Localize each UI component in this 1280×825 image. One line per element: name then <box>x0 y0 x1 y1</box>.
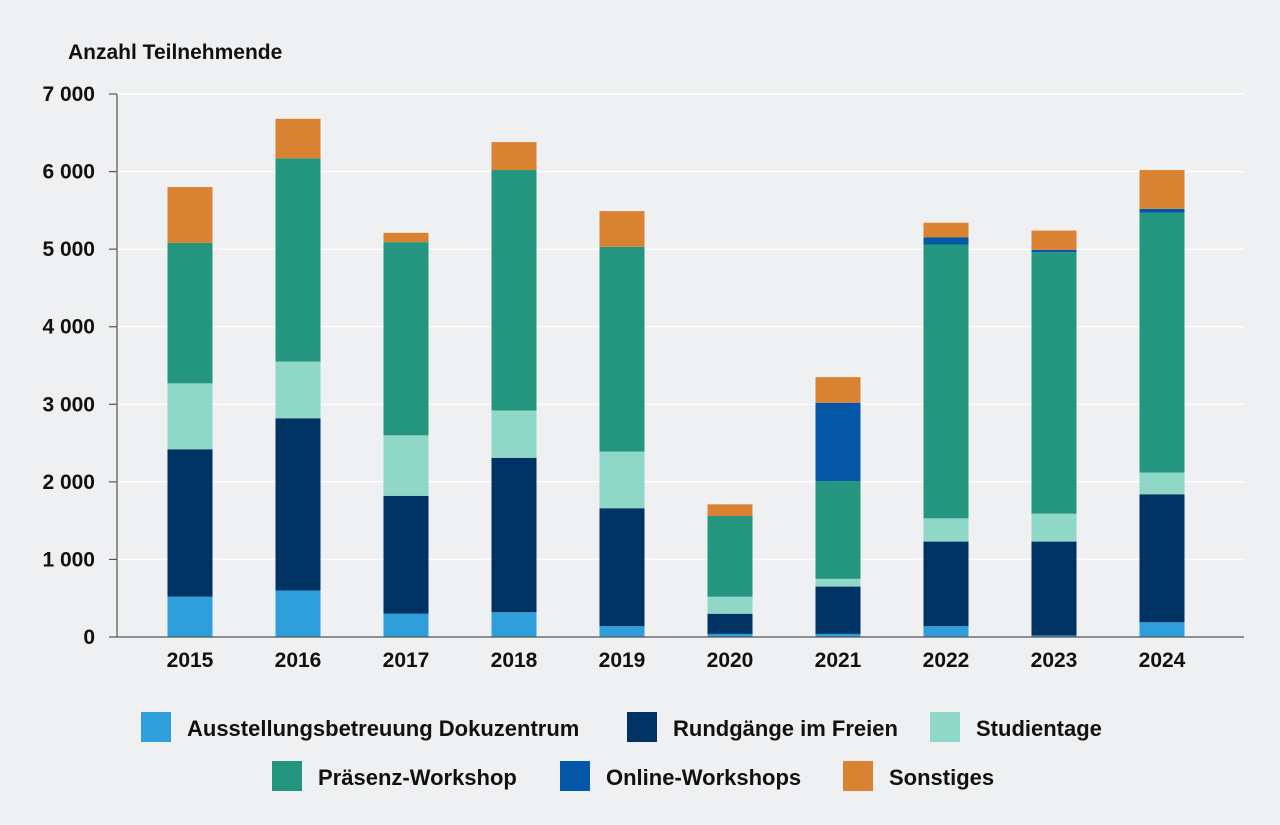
bar-segment <box>491 612 537 637</box>
legend-swatch <box>843 761 873 791</box>
y-tick-label: 7 000 <box>42 83 95 106</box>
bar-segment <box>491 410 537 458</box>
bar-segment <box>275 158 321 362</box>
legend-swatch <box>930 712 960 742</box>
bar-segment <box>707 596 753 614</box>
bar-segment <box>923 222 969 238</box>
bar-segment <box>1139 170 1185 209</box>
legend-swatch <box>560 761 590 791</box>
x-tick-label: 2016 <box>275 649 322 672</box>
x-tick-label: 2015 <box>167 649 214 672</box>
bar-segment <box>599 451 645 509</box>
bar-segment <box>923 518 969 542</box>
bar-segment <box>1031 249 1077 253</box>
bar-segment <box>1139 494 1185 623</box>
y-tick-label: 3 000 <box>42 393 95 416</box>
x-tick-label: 2021 <box>815 649 862 672</box>
bar-segment <box>1139 472 1185 495</box>
bar-segment <box>599 508 645 627</box>
x-axis-ticks: 2015 2016 2017 2018 2019 2020 2021 2022 2023 2024 <box>167 649 1186 672</box>
legend-swatch <box>272 761 302 791</box>
bar-segment <box>815 481 861 579</box>
bar-segment <box>599 246 645 452</box>
bar-segment <box>1139 212 1185 473</box>
bar-segment <box>923 541 969 627</box>
y-tick-label: 1 000 <box>42 548 95 571</box>
bar-segment <box>1031 230 1077 250</box>
bar-segment <box>1139 622 1185 637</box>
bar-segment <box>1031 252 1077 514</box>
bar-segment <box>1031 541 1077 636</box>
bar-segment <box>923 237 969 245</box>
bar-segment <box>383 495 429 614</box>
legend: Ausstellungsbetreuung Dokuzentrum Rundgän… <box>141 712 1102 791</box>
y-tick-label: 5 000 <box>42 238 95 261</box>
x-tick-label: 2020 <box>707 649 754 672</box>
bar-segment <box>1031 513 1077 542</box>
axes <box>116 94 1244 638</box>
y-axis-title: Anzahl Teilnehmende <box>68 41 282 64</box>
bars <box>167 118 1185 637</box>
y-tick-label: 0 <box>83 626 95 649</box>
x-tick-label: 2017 <box>383 649 430 672</box>
x-tick-label: 2024 <box>1139 649 1186 672</box>
legend-label: Rundgänge im Freien <box>673 716 898 741</box>
x-tick-label: 2023 <box>1031 649 1078 672</box>
legend-swatch <box>141 712 171 742</box>
x-tick-label: 2018 <box>491 649 538 672</box>
bar-segment <box>815 402 861 482</box>
bar-segment <box>707 515 753 597</box>
bar-segment <box>1031 635 1077 637</box>
legend-label: Präsenz-Workshop <box>318 765 517 790</box>
bar-segment <box>275 590 321 637</box>
bar-segment <box>491 142 537 171</box>
bar-segment <box>167 596 213 637</box>
bar-segment <box>275 361 321 419</box>
bar-segment <box>167 383 213 450</box>
bar-segment <box>275 418 321 591</box>
legend-label: Studientage <box>976 716 1102 741</box>
y-tick-label: 4 000 <box>42 316 95 339</box>
legend-label: Sonstiges <box>889 765 994 790</box>
legend-label: Online-Workshops <box>606 765 801 790</box>
bar-segment <box>707 613 753 634</box>
y-tick-label: 6 000 <box>42 161 95 184</box>
x-tick-label: 2019 <box>599 649 646 672</box>
bar-segment <box>491 170 537 411</box>
bar-segment <box>383 613 429 637</box>
bar-segment <box>167 187 213 243</box>
bar-segment <box>923 244 969 519</box>
y-axis-ticks: 0 1 000 2 000 3 000 4 000 5 000 6 000 7 000 <box>42 83 117 649</box>
bar-segment <box>167 449 213 597</box>
x-tick-label: 2022 <box>923 649 970 672</box>
legend-label: Ausstellungsbetreuung Dokuzentrum <box>187 716 579 741</box>
bar-segment <box>815 578 861 587</box>
legend-swatch <box>627 712 657 742</box>
bar-segment <box>275 118 321 159</box>
bar-segment <box>1139 208 1185 213</box>
bar-segment <box>491 457 537 613</box>
bar-segment <box>815 377 861 403</box>
bar-segment <box>599 211 645 247</box>
bar-segment <box>383 435 429 496</box>
bar-segment <box>707 504 753 516</box>
y-tick-label: 2 000 <box>42 471 95 494</box>
bar-segment <box>707 633 753 637</box>
bar-segment <box>167 242 213 384</box>
bar-segment <box>815 586 861 634</box>
bar-segment <box>923 626 969 637</box>
bar-segment <box>599 626 645 637</box>
bar-segment <box>815 633 861 637</box>
bar-segment <box>383 242 429 436</box>
bar-segment <box>383 232 429 243</box>
